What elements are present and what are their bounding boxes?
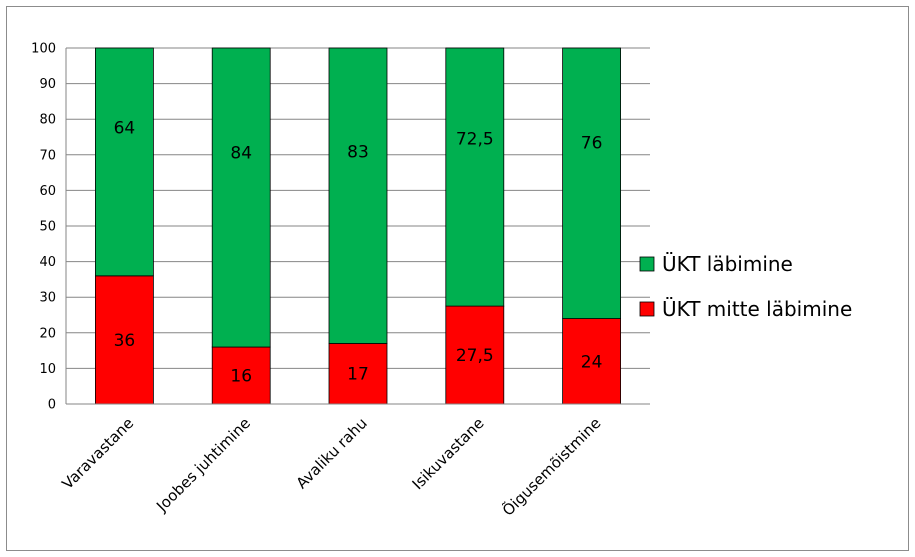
y-tick-label: 90: [39, 77, 56, 92]
y-tick-label: 30: [39, 291, 56, 306]
data-label: 24: [581, 352, 603, 372]
data-label: 76: [581, 134, 603, 154]
data-label: 64: [114, 119, 136, 139]
y-tick-label: 80: [39, 113, 56, 128]
x-axis-categories: Varavastane Joobes juhtimine Avaliku rahu I…: [58, 413, 604, 519]
bar-segment: [445, 305, 505, 405]
y-tick-label: 20: [39, 326, 56, 341]
y-tick-label: 10: [39, 362, 56, 377]
y-tick-label: 60: [39, 184, 56, 199]
y-tick-label: 70: [39, 148, 56, 163]
legend-label: ÜKT mitte läbimine: [662, 297, 852, 321]
data-label: 27,5: [456, 346, 494, 366]
data-label: 83: [347, 142, 369, 162]
bar-segment: [95, 47, 154, 277]
x-category-label: Joobes juhtimine: [152, 414, 254, 516]
legend-label: ÜKT läbimine: [662, 252, 793, 276]
data-label: 36: [114, 331, 136, 351]
x-category-label: Avaliku rahu: [293, 414, 371, 492]
bar-segment: [211, 346, 271, 405]
bar-segment: [445, 47, 505, 307]
y-tick-label: 40: [39, 255, 56, 270]
data-labels: 36 64 16 84 17 83 27,5 72,5 24 76: [114, 119, 603, 387]
legend-swatch: [639, 301, 655, 317]
x-category-label: Varavastane: [58, 414, 137, 493]
bar-segment: [95, 275, 154, 405]
legend-swatch: [639, 256, 655, 272]
y-tick-label: 50: [39, 220, 56, 235]
data-label: 72,5: [456, 129, 494, 149]
bars: [95, 47, 621, 405]
bar-segment: [562, 47, 621, 319]
legend: ÜKT läbimine ÜKT mitte läbimine: [639, 252, 852, 321]
axes: [65, 48, 650, 405]
y-tick-label: 100: [31, 42, 56, 57]
y-tick-label: 0: [48, 398, 56, 413]
data-label: 17: [347, 365, 369, 385]
data-label: 84: [230, 144, 252, 164]
bar-segment: [211, 47, 271, 348]
bar-segment: [562, 318, 621, 405]
x-category-label: Õigusemõistmine: [498, 413, 604, 519]
x-category-label: Isikuvastane: [409, 414, 488, 493]
data-label: 16: [230, 367, 252, 387]
y-axis-ticks: 0 10 20 30 40 50 60 70 80 90 100: [31, 42, 56, 413]
bar-segment: [328, 47, 388, 344]
